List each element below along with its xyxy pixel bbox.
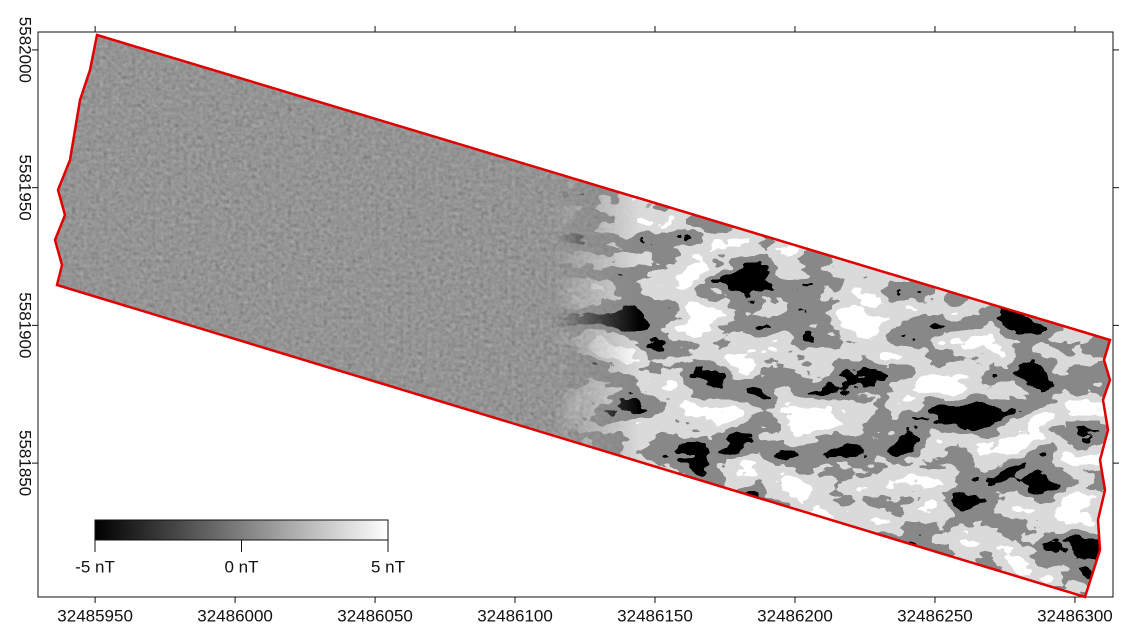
x-tick-label: 32486250 <box>897 606 973 625</box>
x-tick-label: 32486300 <box>1037 606 1113 625</box>
map: 32485950 32486000 32486050 32486100 32486150… <box>0 0 1128 634</box>
colorbar-label: 5 nT <box>371 557 405 576</box>
y-tick-label: 5581900 <box>16 292 35 358</box>
colorbar-label: 0 nT <box>224 557 258 576</box>
x-tick-label: 32486150 <box>617 606 693 625</box>
x-tick-label: 32486050 <box>337 606 413 625</box>
y-tick-label: 5582000 <box>16 17 35 83</box>
y-tick-label: 5581850 <box>16 430 35 496</box>
x-tick-label: 32486200 <box>757 606 833 625</box>
x-tick-label: 32486100 <box>477 606 553 625</box>
y-tick-label: 5581950 <box>16 155 35 221</box>
colorbar-label: -5 nT <box>75 557 115 576</box>
x-tick-label: 32486000 <box>197 606 273 625</box>
colorbar <box>95 520 388 540</box>
x-tick-label: 32485950 <box>57 606 133 625</box>
